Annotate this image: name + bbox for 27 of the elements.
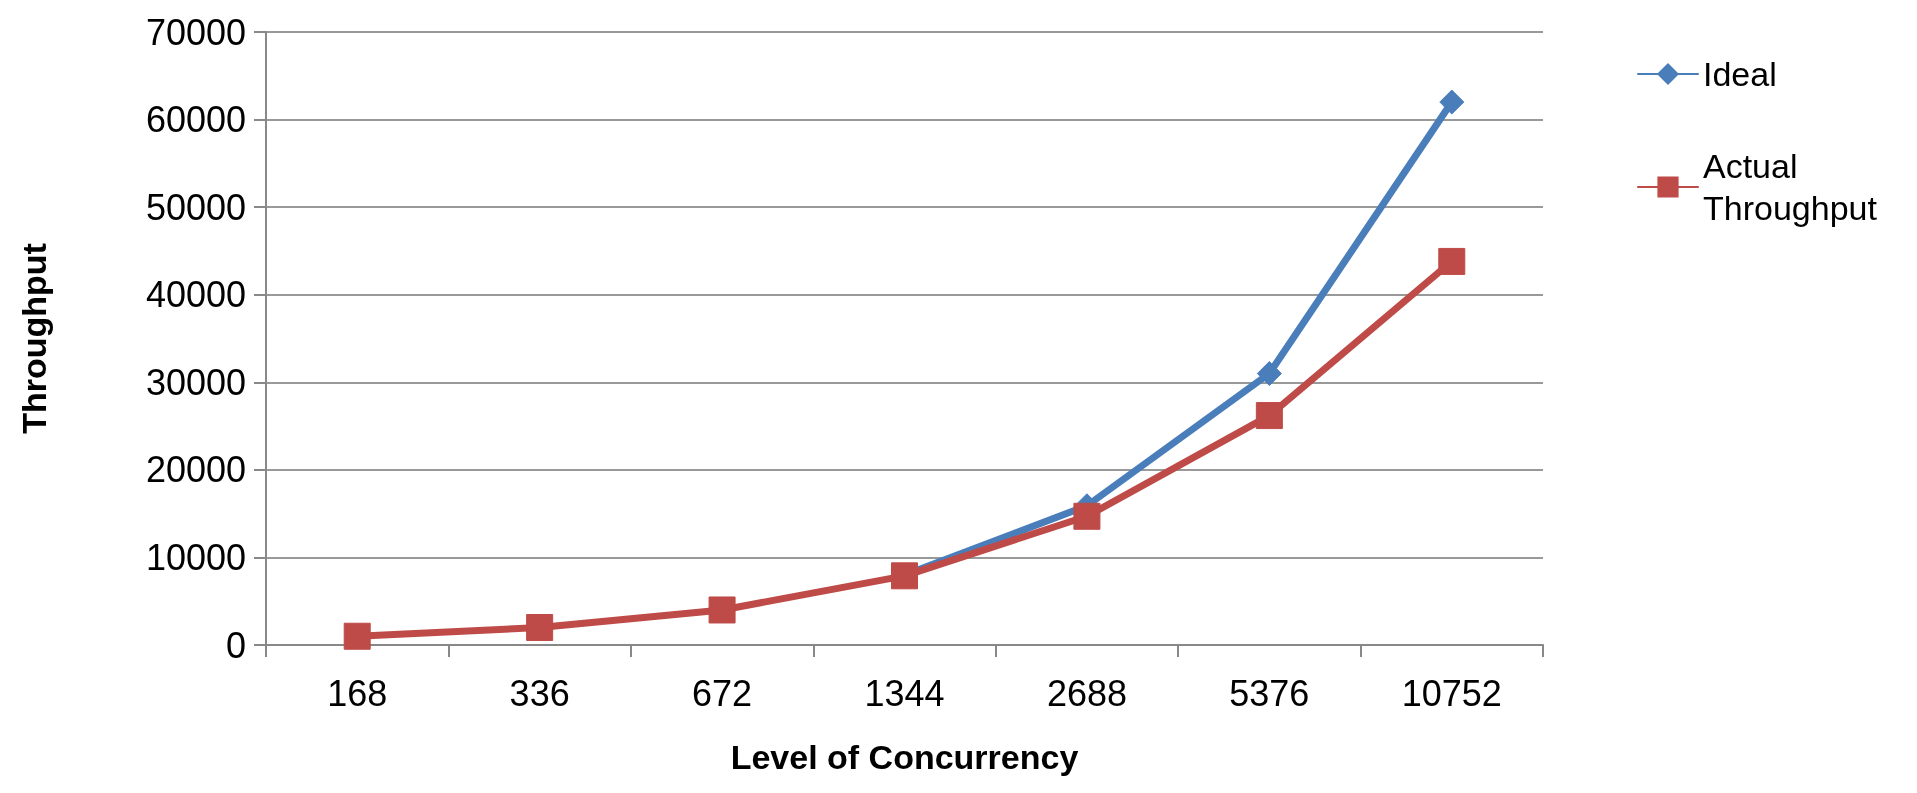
x-tick-label: 5376 xyxy=(1229,672,1310,714)
y-axis-title: Throughput xyxy=(15,243,53,434)
point xyxy=(343,622,371,650)
x-tick-label: 2688 xyxy=(1046,672,1127,714)
legend-label: Ideal xyxy=(1703,55,1777,93)
point xyxy=(1256,361,1282,387)
point xyxy=(1255,402,1283,430)
y-tick-label: 40000 xyxy=(145,274,246,316)
point xyxy=(708,596,736,624)
x-axis-title: Level of Concurrency xyxy=(730,738,1079,776)
y-tick-label: 30000 xyxy=(145,361,246,403)
x-tick-label: 336 xyxy=(509,672,570,714)
point xyxy=(1438,247,1466,275)
y-tick-label: 50000 xyxy=(145,186,246,228)
y-tick-label: 20000 xyxy=(145,449,246,491)
point xyxy=(526,613,554,641)
x-tick-label: 1344 xyxy=(864,672,945,714)
x-tick-label: 10752 xyxy=(1401,672,1502,714)
point xyxy=(1073,502,1101,530)
legend-label: Actual Throughput xyxy=(1703,147,1878,227)
x-tick-label: 168 xyxy=(327,672,388,714)
y-tick-label: 70000 xyxy=(145,11,246,53)
point xyxy=(1439,89,1465,115)
y-tick-label: 60000 xyxy=(145,99,246,141)
x-tick-label: 672 xyxy=(692,672,753,714)
y-tick-label: 10000 xyxy=(145,536,246,578)
y-tick-label: 0 xyxy=(225,624,246,666)
